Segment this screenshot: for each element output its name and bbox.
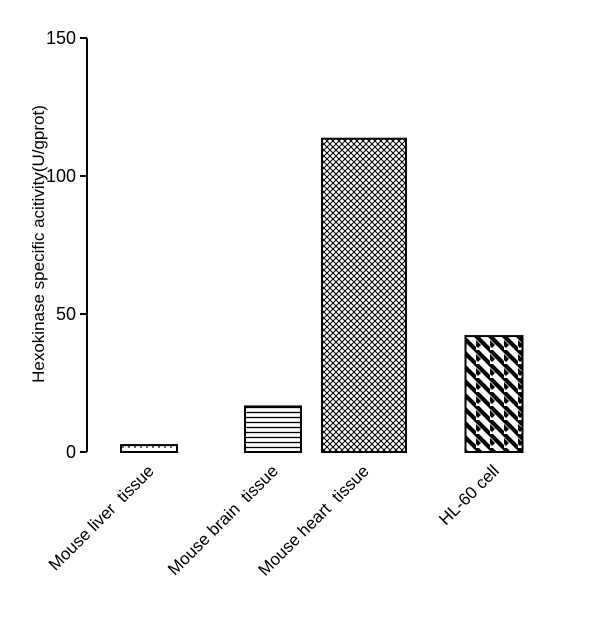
x-category-label: Mouse liver tissue bbox=[45, 461, 158, 574]
y-tick-label: 0 bbox=[66, 442, 76, 462]
y-axis-ticks: 0 50 100 150 bbox=[46, 28, 87, 462]
bars-group bbox=[120, 137, 524, 454]
bar-3 bbox=[321, 137, 407, 454]
y-axis-title: Hexokinase specific acitivity(U/gprot) bbox=[29, 105, 48, 383]
x-axis-labels: Mouse liver tissue Mouse brain tissueMous… bbox=[45, 461, 503, 579]
y-tick-label: 50 bbox=[56, 304, 76, 324]
x-category-label: HL-60 cell bbox=[435, 461, 503, 529]
y-tick-label: 150 bbox=[46, 28, 76, 48]
y-tick-label: 100 bbox=[46, 166, 76, 186]
bar-2 bbox=[244, 405, 302, 453]
bar-1 bbox=[120, 444, 178, 454]
bar-4 bbox=[464, 335, 524, 453]
